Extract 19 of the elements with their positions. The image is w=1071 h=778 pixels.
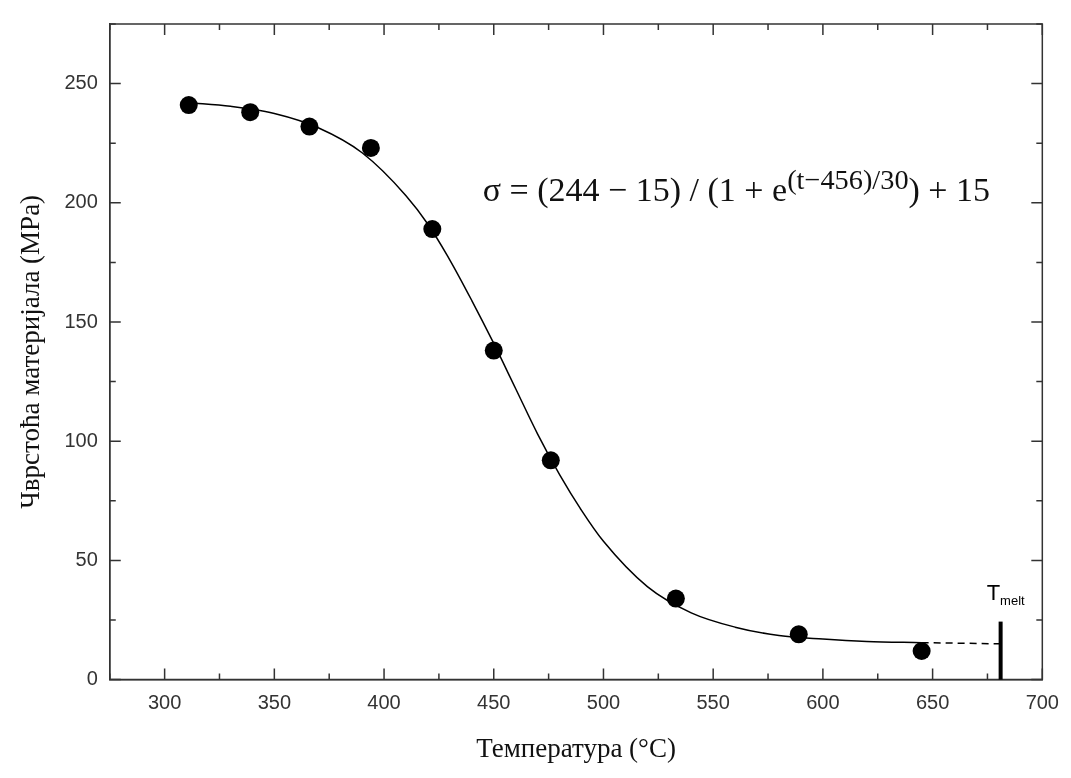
y-tick-label: 200	[64, 190, 98, 213]
y-tick-label: 250	[64, 71, 98, 94]
x-tick-label: 500	[586, 691, 621, 714]
x-tick-label: 450	[477, 691, 511, 714]
ref-line-label: T$_{melt}$	[986, 579, 1025, 608]
x-tick-label: 400	[367, 691, 401, 714]
y-tick-label: 0	[86, 667, 98, 690]
y-tick-label: 100	[64, 428, 98, 451]
x-tick-label: 350	[257, 691, 292, 714]
y-tick-label: 50	[75, 547, 98, 570]
x-axis-title: Температура (°C)	[476, 732, 676, 763]
x-tick-label: 650	[915, 691, 950, 714]
x-tick-label: 600	[806, 691, 840, 714]
x-tick-label: 700	[1025, 691, 1059, 714]
x-tick-label: 550	[696, 691, 730, 714]
y-tick-label: 150	[64, 309, 98, 332]
x-tick-label: 300	[147, 691, 182, 714]
y-axis-title: Чврстоћа материјала (MPa)	[15, 194, 46, 509]
annotation: σ = (244 − 15) / (1 + e$^{(t−456)/30}$) + 15	[482, 164, 991, 210]
